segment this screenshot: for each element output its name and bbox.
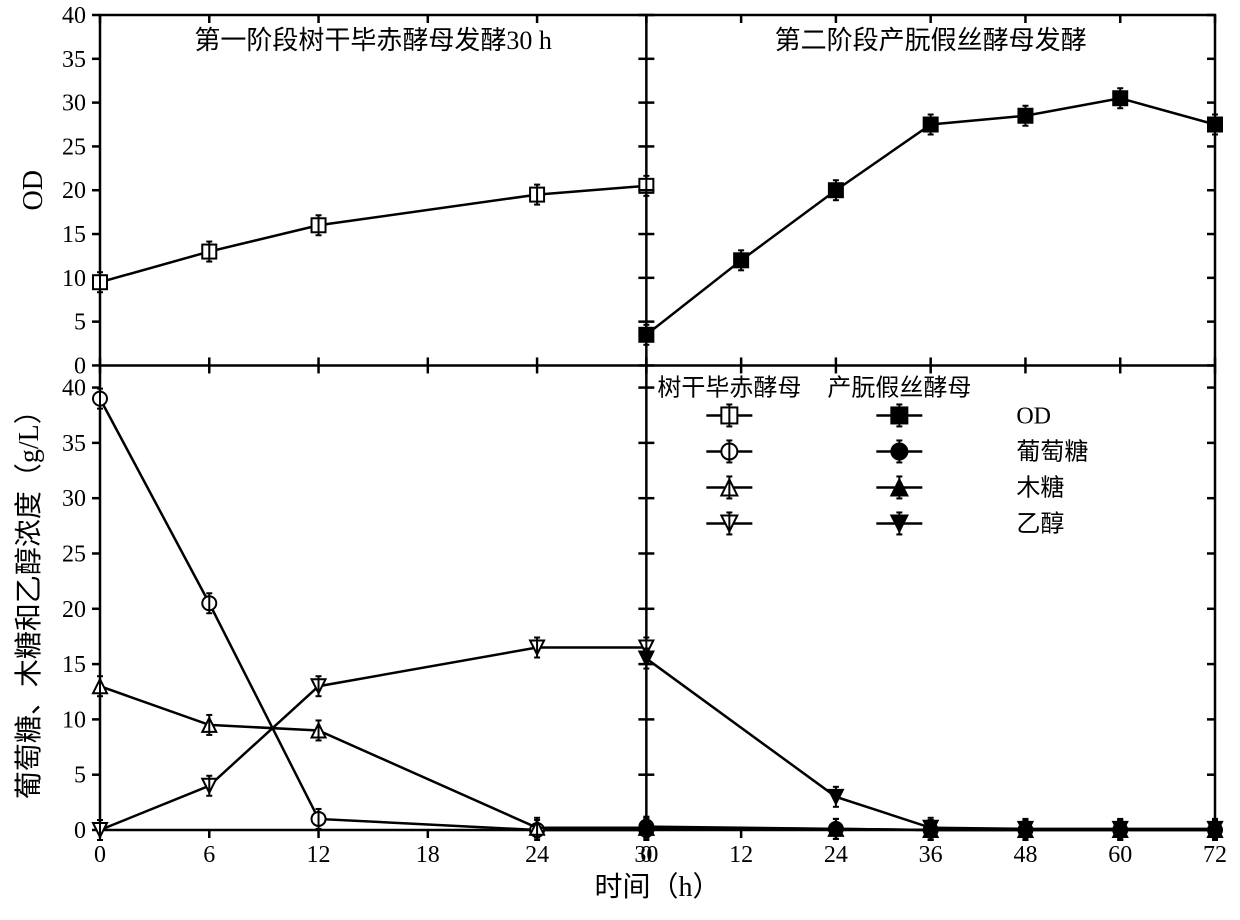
svg-text:12: 12	[729, 842, 753, 868]
svg-text:10: 10	[62, 266, 86, 292]
panel-bl: 06121824300510152025303540	[62, 376, 658, 868]
svg-text:24: 24	[824, 842, 848, 868]
panel-br: 0 12 24 36 48 60 72	[639, 649, 1227, 868]
svg-text:0: 0	[640, 842, 652, 868]
svg-text:24: 24	[525, 842, 549, 868]
svg-text:40: 40	[62, 3, 86, 29]
svg-text:18: 18	[416, 842, 440, 868]
panel-tl: 0510152025303540	[62, 3, 653, 379]
svg-text:48: 48	[1013, 842, 1037, 868]
svg-text:25: 25	[62, 541, 86, 567]
svg-text:树干毕赤酵母: 树干毕赤酵母	[657, 374, 801, 401]
svg-text:6: 6	[203, 842, 215, 868]
svg-text:12: 12	[307, 842, 331, 868]
svg-text:20: 20	[62, 597, 86, 623]
svg-text:木糖: 木糖	[1016, 474, 1064, 501]
panel-tr	[639, 88, 1222, 345]
svg-text:乙醇: 乙醇	[1016, 510, 1064, 537]
svg-text:10: 10	[62, 707, 86, 733]
svg-text:15: 15	[62, 652, 86, 678]
svg-text:25: 25	[62, 134, 86, 160]
svg-text:5: 5	[74, 763, 86, 789]
y-axis-label-top: OD	[18, 170, 49, 210]
svg-text:0: 0	[74, 818, 86, 844]
svg-text:40: 40	[62, 376, 86, 402]
legend: 树干毕赤酵母产朊假丝酵母 OD 葡萄糖木糖乙醇	[657, 374, 1088, 537]
svg-text:36: 36	[919, 842, 943, 868]
svg-text:5: 5	[74, 310, 86, 336]
panel-title-tr: 第二阶段产朊假丝酵母发酵	[775, 26, 1087, 55]
svg-text:葡萄糖: 葡萄糖	[1016, 438, 1088, 465]
svg-text:OD: OD	[1016, 403, 1051, 429]
svg-text:15: 15	[62, 222, 86, 248]
x-axis-label: 时间（h）	[594, 871, 720, 903]
panel-title-tl: 第一阶段树干毕赤酵母发酵30 h	[194, 26, 552, 55]
svg-text:35: 35	[62, 431, 86, 457]
svg-text:35: 35	[62, 47, 86, 73]
svg-text:72: 72	[1203, 842, 1227, 868]
svg-text:60: 60	[1108, 842, 1132, 868]
y-axis-label-bottom: 葡萄糖、木糖和乙醇浓度（g/L）	[13, 396, 45, 799]
svg-text:0: 0	[94, 842, 106, 868]
svg-text:30: 30	[62, 486, 86, 512]
svg-text:20: 20	[62, 178, 86, 204]
svg-text:产朊假丝酵母: 产朊假丝酵母	[827, 374, 971, 401]
svg-text:30: 30	[62, 91, 86, 117]
